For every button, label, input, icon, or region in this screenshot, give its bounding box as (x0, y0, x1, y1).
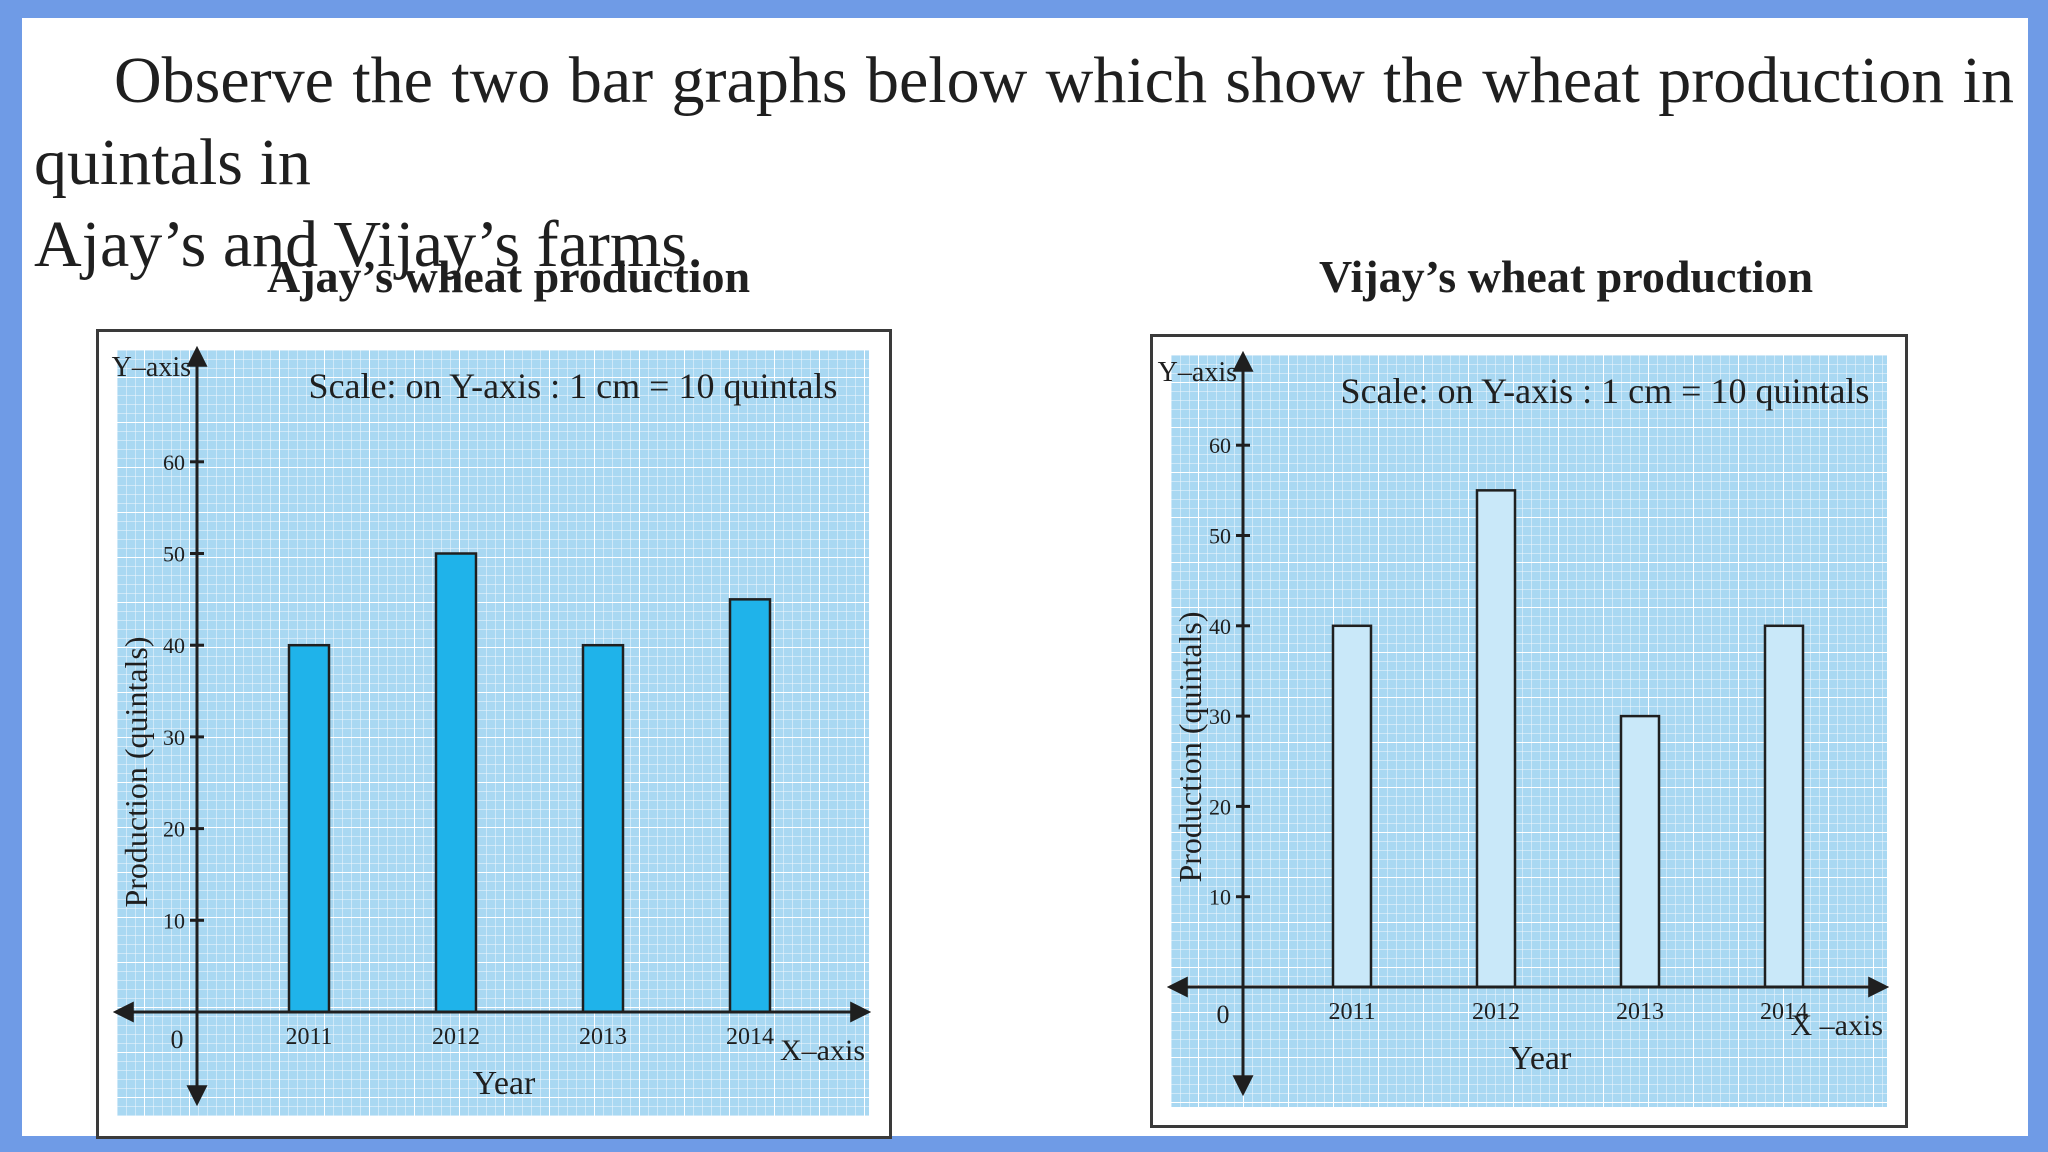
ajay-y-tick-label-20: 20 (163, 817, 185, 842)
intro-line-2: Ajay’s and Vijay’s farms. (34, 208, 704, 281)
vijay-y-tick-label-30: 30 (1209, 704, 1231, 729)
ajay-y-tick-label-10: 10 (163, 908, 185, 933)
vijay-y-tick-label-10: 10 (1209, 885, 1231, 910)
vijay-bar-2013 (1619, 714, 1661, 989)
vijay-y-tick-label-20: 20 (1209, 794, 1231, 819)
ajay-x-tick-label-2013: 2013 (579, 1024, 627, 1050)
ajay-y-tick-label-60: 60 (163, 450, 185, 475)
vijay-chart-frame: 2011 2012 2013 2014 10 20 30 40 50 60 0 Y–axis X –ax… (1150, 334, 1908, 1128)
vijay-x-axis-label: Year (1509, 1040, 1572, 1077)
vijay-y-axis-name: Y–axis (1158, 357, 1237, 388)
vijay-bar-2011 (1331, 624, 1373, 989)
ajay-x-tick-label-2014: 2014 (726, 1024, 774, 1050)
vijay-scale-note: Scale: on Y-axis : 1 cm = 10 quintals (1341, 371, 1870, 411)
ajay-bar-chart: 2011 2012 2013 2014 10 20 30 40 50 60 0 Y–axis X–axi… (112, 345, 872, 1116)
ajay-scale-note: Scale: on Y-axis : 1 cm = 10 quintals (309, 366, 838, 406)
vijay-y-tick-label-50: 50 (1209, 524, 1231, 549)
ajay-chart-frame: 2011 2012 2013 2014 10 20 30 40 50 60 0 Y–axis X–axi… (96, 329, 892, 1139)
vijay-x-tick-label-2013: 2013 (1616, 999, 1664, 1025)
vijay-chart-title: Vijay’s wheat production (1319, 251, 1814, 302)
ajay-y-tick-label-30: 30 (163, 725, 185, 750)
vijay-bar-2012 (1475, 489, 1517, 989)
intro-paragraph: Observe the two bar graphs below which s… (34, 40, 2014, 286)
vijay-x-axis-name: X –axis (1791, 1009, 1884, 1042)
vijay-origin-label: 0 (1217, 1000, 1230, 1029)
ajay-x-axis-label: Year (473, 1065, 536, 1102)
ajay-y-axis-label: Production (quintals) (118, 636, 154, 907)
vijay-y-tick-label-60: 60 (1209, 433, 1231, 458)
ajay-y-tick-label-50: 50 (163, 542, 185, 567)
ajay-bar-2014 (728, 598, 772, 1014)
vijay-x-tick-label-2012: 2012 (1472, 999, 1520, 1025)
vijay-bar-chart: 2011 2012 2013 2014 10 20 30 40 50 60 0 Y–axis X –ax… (1158, 350, 1890, 1107)
ajay-origin-label: 0 (171, 1025, 184, 1054)
intro-line-1: Observe the two bar graphs below which s… (34, 44, 2014, 199)
ajay-x-tick-label-2011: 2011 (285, 1024, 332, 1050)
ajay-chart-title: Ajay’s wheat production (267, 251, 751, 302)
vijay-y-tick-label-40: 40 (1209, 614, 1231, 639)
ajay-x-axis-name: X–axis (780, 1034, 865, 1067)
ajay-x-tick-label-2012: 2012 (432, 1024, 480, 1050)
vijay-x-tick-label-2011: 2011 (1328, 999, 1375, 1025)
vijay-bar-2014 (1763, 624, 1805, 989)
vijay-x-tick-label-2014: 2014 (1760, 999, 1808, 1025)
ajay-y-tick-label-40: 40 (163, 633, 185, 658)
worksheet-page: Observe the two bar graphs below which s… (22, 18, 2028, 1139)
ajay-bar-2012 (434, 552, 478, 1014)
ajay-bar-2011 (287, 643, 331, 1014)
vijay-y-axis-label: Production (quintals) (1172, 611, 1208, 882)
ajay-bar-2013 (581, 643, 625, 1014)
ajay-y-axis-name: Y–axis (112, 352, 191, 383)
